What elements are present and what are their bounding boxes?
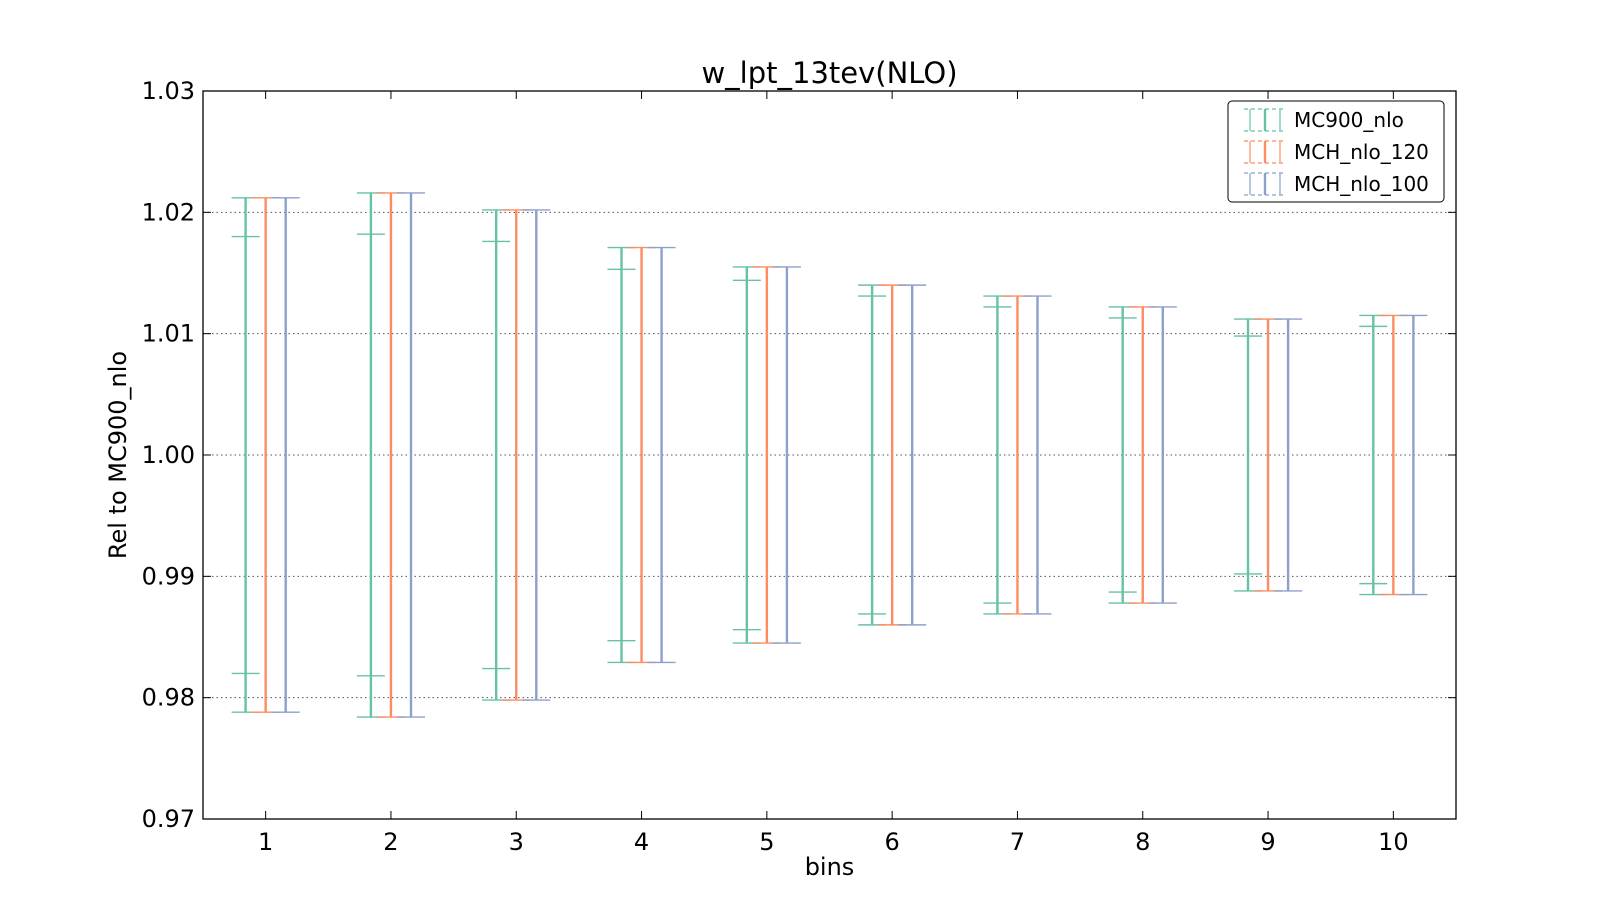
series-MC900_nlo [231, 192, 1388, 718]
y-tick-label: 1.02 [142, 198, 195, 226]
y-tick-label: 1.01 [142, 320, 195, 348]
x-tick-label: 7 [1010, 828, 1025, 856]
x-tick-label: 6 [885, 828, 900, 856]
x-tick-label: 5 [759, 828, 774, 856]
x-tick-label: 10 [1378, 828, 1409, 856]
data-marks [231, 192, 1428, 718]
y-axis-label: Rel to MC900_nlo [104, 351, 132, 559]
y-tick-label: 0.99 [142, 562, 195, 590]
x-tick-label: 2 [383, 828, 398, 856]
x-axis-label: bins [805, 853, 855, 881]
x-tick-label: 8 [1135, 828, 1150, 856]
x-tick-label: 9 [1260, 828, 1275, 856]
legend-box [1227, 100, 1445, 203]
y-tick-label: 0.98 [142, 684, 195, 712]
series-MCH_nlo_100 [271, 192, 1428, 718]
legend-label: MC900_nlo [1294, 108, 1404, 132]
axis-ticks: 0.97 0.98 0.99 1.00 1.01 1.02 1.03 1 2 3 4 5 6 7 8 9 10 [142, 77, 1456, 856]
legend-label: MCH_nlo_120 [1294, 140, 1429, 164]
series-MCH_nlo_120 [251, 192, 1408, 718]
y-tick-label: 1.00 [142, 441, 195, 469]
y-tick-label: 1.03 [142, 77, 195, 105]
y-tick-label: 0.97 [142, 805, 195, 833]
legend: MC900_nlo MCH_nlo_120 MCH_nlo_100 [1227, 100, 1445, 203]
chart-title: w_lpt_13tev(NLO) [701, 56, 957, 90]
x-tick-label: 4 [634, 828, 649, 856]
x-tick-label: 3 [509, 828, 524, 856]
x-tick-label: 1 [258, 828, 273, 856]
legend-label: MCH_nlo_100 [1294, 172, 1429, 196]
